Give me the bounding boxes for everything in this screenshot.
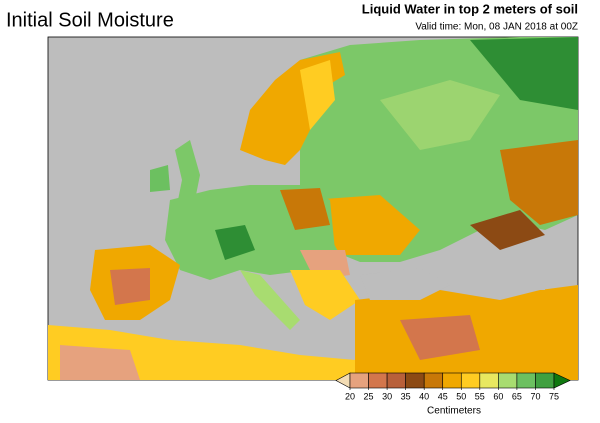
colorbar-tick-label: 30	[382, 391, 392, 401]
colorbar-segment	[386, 372, 406, 389]
colorbar: 20 25 30 35 40 45 50 55 60 65 70 75	[335, 372, 571, 401]
subtitle: Liquid Water in top 2 meters of soil	[362, 1, 578, 16]
colorbar-tick-label: 25	[364, 391, 374, 401]
colorbar-unit: Centimeters	[427, 406, 481, 417]
colorbar-segment	[349, 372, 369, 389]
colorbar-segment	[498, 372, 518, 389]
colorbar-tick-label: 45	[438, 391, 448, 401]
colorbar-tick-label: 65	[512, 391, 522, 401]
title: Initial Soil Moisture	[6, 9, 174, 31]
colorbar-tick-label: 70	[530, 391, 540, 401]
colorbar-tick-label: 75	[549, 391, 559, 401]
colorbar-segment	[442, 372, 462, 389]
colorbar-segment	[460, 372, 481, 389]
colorbar-end	[553, 372, 571, 389]
colorbar-tick-label: 55	[475, 391, 485, 401]
colorbar-tick-label: 50	[456, 391, 466, 401]
valid-time: Valid time: Mon, 08 JAN 2018 at 00Z	[415, 22, 578, 33]
colorbar-segment	[535, 372, 555, 389]
colorbar-segment	[368, 372, 388, 389]
colorbar-segment	[405, 372, 425, 389]
colorbar-tick-label: 20	[345, 391, 355, 401]
colorbar-tick-label: 35	[401, 391, 411, 401]
map	[47, 36, 579, 381]
colorbar-tick-label: 60	[493, 391, 503, 401]
colorbar-segment	[479, 372, 499, 389]
colorbar-segment	[516, 372, 536, 389]
colorbar-tick-label: 40	[419, 391, 429, 401]
colorbar-segment	[423, 372, 444, 389]
